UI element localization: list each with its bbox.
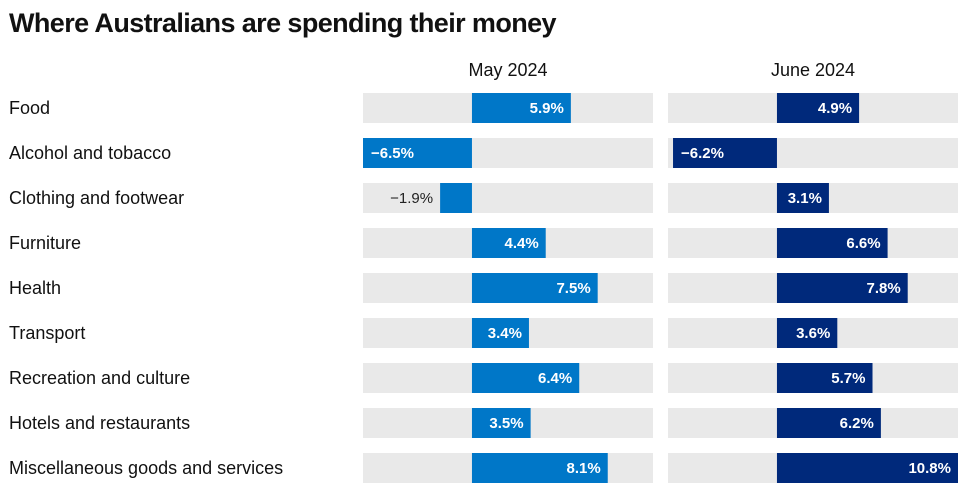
category-label-miscellaneous-goods-and-services: Miscellaneous goods and services <box>9 458 284 478</box>
panel-header-june-2024: June 2024 <box>770 60 856 80</box>
bar-may-2024-food <box>471 93 571 123</box>
data-label-june-2024-food: 4.9% <box>818 100 852 117</box>
data-label-may-2024-miscellaneous-goods-and-services: 8.1% <box>567 460 601 477</box>
bar-june-2024-food <box>776 93 860 123</box>
data-label-june-2024-health: 7.8% <box>867 280 901 297</box>
data-label-june-2024-alcohol-and-tobacco: −6.2% <box>681 145 724 162</box>
bar-june-2024-hotels-and-restaurants <box>776 408 881 438</box>
category-label-furniture: Furniture <box>9 233 82 253</box>
data-label-june-2024-miscellaneous-goods-and-services: 10.8% <box>908 460 951 477</box>
data-label-may-2024-transport: 3.4% <box>488 325 522 342</box>
category-label-alcohol-and-tobacco: Alcohol and tobacco <box>9 143 172 163</box>
data-label-may-2024-furniture: 4.4% <box>505 235 539 252</box>
category-label-recreation-and-culture: Recreation and culture <box>9 368 191 388</box>
data-label-june-2024-hotels-and-restaurants: 6.2% <box>840 415 874 432</box>
data-label-june-2024-furniture: 6.6% <box>846 235 880 252</box>
data-label-may-2024-clothing-and-footwear: −1.9% <box>390 190 433 207</box>
bar-track-may-2024-clothing-and-footwear <box>363 183 653 213</box>
category-label-transport: Transport <box>9 323 86 343</box>
data-label-june-2024-clothing-and-footwear: 3.1% <box>788 190 822 207</box>
category-label-health: Health <box>9 278 62 298</box>
bar-may-2024-furniture <box>471 228 546 258</box>
bar-june-2024-health <box>776 273 908 303</box>
bar-may-2024-alcohol-and-tobacco <box>363 138 472 168</box>
data-label-may-2024-health: 7.5% <box>556 280 590 297</box>
bar-june-2024-recreation-and-culture <box>776 363 873 393</box>
data-label-june-2024-recreation-and-culture: 5.7% <box>831 370 865 387</box>
bar-may-2024-miscellaneous-goods-and-services <box>471 453 608 483</box>
bar-june-2024-transport <box>776 318 838 348</box>
category-label-hotels-and-restaurants: Hotels and restaurants <box>9 413 191 433</box>
bar-june-2024-miscellaneous-goods-and-services <box>776 453 958 483</box>
bar-may-2024-clothing-and-footwear <box>440 183 472 213</box>
bar-may-2024-recreation-and-culture <box>471 363 580 393</box>
bar-may-2024-transport <box>471 318 529 348</box>
bar-june-2024-alcohol-and-tobacco <box>673 138 777 168</box>
data-label-may-2024-hotels-and-restaurants: 3.5% <box>489 415 523 432</box>
data-label-may-2024-food: 5.9% <box>530 100 564 117</box>
data-label-may-2024-alcohol-and-tobacco: −6.5% <box>371 145 414 162</box>
panel-header-may-2024: May 2024 <box>468 60 548 80</box>
data-label-may-2024-recreation-and-culture: 6.4% <box>538 370 572 387</box>
category-label-clothing-and-footwear: Clothing and footwear <box>9 188 185 208</box>
data-label-june-2024-transport: 3.6% <box>796 325 830 342</box>
category-label-food: Food <box>9 98 51 118</box>
bar-may-2024-hotels-and-restaurants <box>471 408 531 438</box>
bar-june-2024-clothing-and-footwear <box>776 183 829 213</box>
bar-june-2024-furniture <box>776 228 888 258</box>
chart-title: Where Australians are spending their mon… <box>9 8 557 38</box>
bar-may-2024-health <box>471 273 598 303</box>
